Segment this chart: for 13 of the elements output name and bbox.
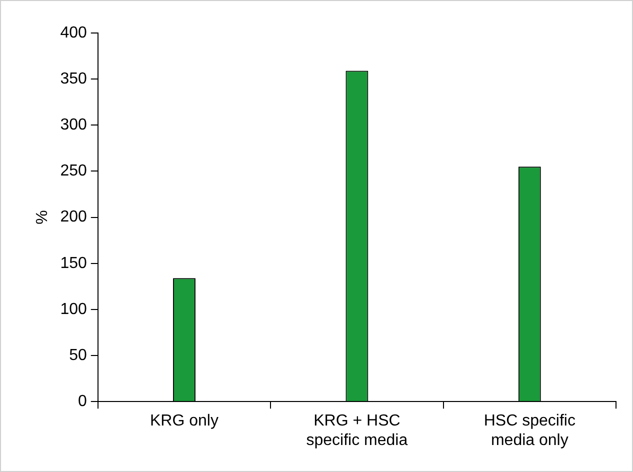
y-tick-label: 0: [78, 393, 87, 410]
y-tick-label: 200: [60, 208, 87, 226]
y-tick-label: 300: [60, 116, 87, 134]
y-tick-label: 250: [60, 162, 87, 180]
x-tick-label: HSC specific media only: [484, 412, 576, 449]
x-tick-label: KRG only: [150, 412, 218, 430]
x-tick-label: KRG + HSC specific media: [306, 412, 408, 449]
y-tick-label: 50: [69, 346, 87, 364]
y-tick-label: 100: [60, 300, 87, 318]
y-tick-label: 150: [60, 254, 87, 272]
y-tick-label: 400: [60, 24, 87, 42]
y-tick-label: 350: [60, 70, 87, 88]
y-axis-title: %: [34, 210, 52, 224]
